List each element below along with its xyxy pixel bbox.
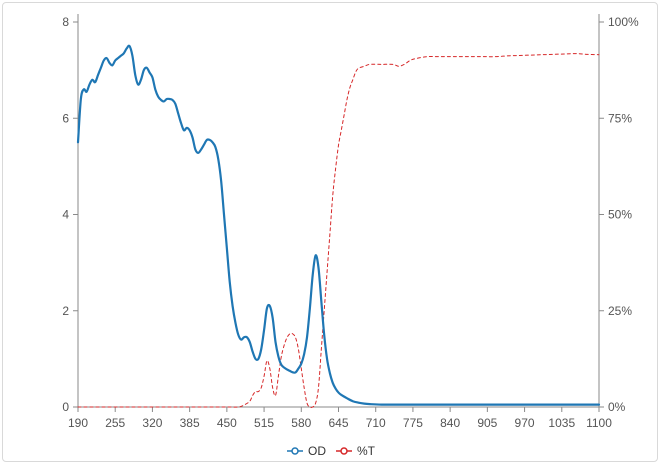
legend-label: OD bbox=[308, 444, 326, 458]
left-tick-label: 4 bbox=[62, 208, 69, 222]
legend-swatch-marker bbox=[340, 447, 348, 455]
left-tick-label: 0 bbox=[62, 400, 69, 414]
right-tick-label: 75% bbox=[608, 111, 632, 125]
left-tick-label: 6 bbox=[62, 111, 69, 125]
x-tick-label: 255 bbox=[105, 416, 125, 430]
x-tick-label: 775 bbox=[403, 416, 423, 430]
x-tick-label: 385 bbox=[180, 416, 200, 430]
left-tick-label: 2 bbox=[62, 304, 69, 318]
x-tick-label: 450 bbox=[217, 416, 237, 430]
right-tick-label: 100% bbox=[608, 15, 639, 29]
series-group bbox=[76, 44, 601, 408]
left-axis-ticks: 0 2 4 6 8 bbox=[62, 15, 78, 414]
x-tick-label: 710 bbox=[366, 416, 386, 430]
x-axis-ticks: 190 255 320 385 450 515 580 645 710 775 840 905 970 1… bbox=[68, 407, 612, 430]
chart-frame bbox=[2, 2, 658, 462]
series-line-od bbox=[76, 44, 601, 406]
x-tick-label: 320 bbox=[142, 416, 162, 430]
legend[interactable]: OD %T bbox=[287, 444, 376, 458]
legend-item-transmittance[interactable]: %T bbox=[336, 444, 376, 458]
x-tick-label: 515 bbox=[254, 416, 274, 430]
x-tick-label: 840 bbox=[440, 416, 460, 430]
x-tick-label: 905 bbox=[477, 416, 497, 430]
legend-label: %T bbox=[357, 444, 376, 458]
right-tick-label: 50% bbox=[608, 208, 632, 222]
x-tick-label: 1035 bbox=[548, 416, 575, 430]
right-tick-label: 0% bbox=[608, 400, 626, 414]
x-tick-label: 190 bbox=[68, 416, 88, 430]
x-tick-label: 580 bbox=[291, 416, 311, 430]
legend-swatch-marker bbox=[291, 447, 299, 455]
right-tick-label: 25% bbox=[608, 304, 632, 318]
legend-item-od[interactable]: OD bbox=[287, 444, 326, 458]
right-axis-ticks: 0% 25% 50% 75% 100% bbox=[599, 15, 639, 414]
x-tick-label: 1100 bbox=[586, 416, 612, 430]
left-tick-label: 8 bbox=[62, 15, 69, 29]
axes bbox=[77, 14, 600, 408]
series-line-transmittance bbox=[77, 53, 600, 408]
x-tick-label: 970 bbox=[515, 416, 535, 430]
x-tick-label: 645 bbox=[328, 416, 348, 430]
